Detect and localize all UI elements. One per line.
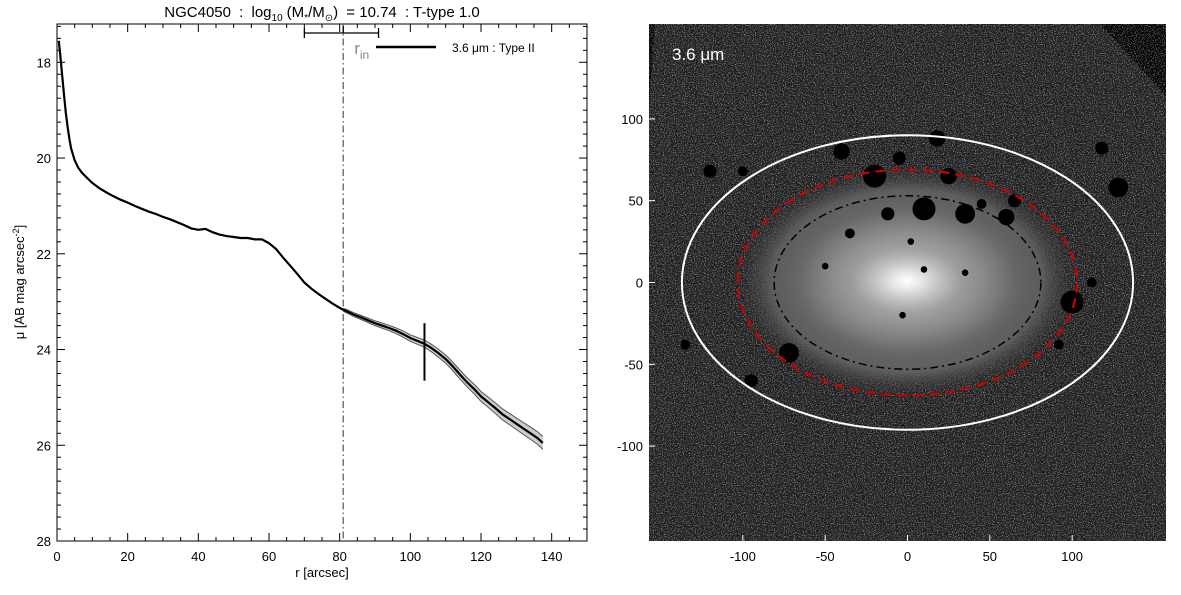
- image-x-tick-label: -100: [730, 549, 756, 564]
- y-axis-label: μ [AB mag arcsec-2]: [11, 225, 27, 340]
- x-tick-label: 100: [399, 549, 421, 564]
- masked-source: [1108, 177, 1129, 198]
- profile-upper-bound: [343, 307, 544, 437]
- profile-lower-bound: [342, 310, 544, 450]
- masked-source: [844, 228, 855, 239]
- masked-source: [940, 167, 957, 185]
- masked-source: [955, 203, 976, 224]
- x-tick-label: 120: [470, 549, 492, 564]
- image-tick-labels: -100 -50 0 50 100 100 50 0 -50 -100: [617, 112, 1083, 564]
- masked-source: [821, 262, 829, 270]
- masked-source: [998, 208, 1015, 226]
- y-tick-label: 28: [37, 534, 51, 549]
- x-tick-label: 20: [120, 549, 134, 564]
- rin-range-bracket: [303, 26, 380, 38]
- masked-source: [961, 269, 969, 276]
- masked-source: [928, 130, 946, 147]
- x-tick-label: 60: [262, 549, 276, 564]
- break-ellipse: [736, 168, 1079, 397]
- masked-source: [920, 266, 928, 273]
- y-tick-label: 22: [37, 247, 51, 262]
- masked-source: [680, 339, 691, 350]
- masked-source: [1086, 277, 1097, 288]
- y-tick-label: 26: [37, 438, 51, 453]
- masked-source: [1054, 339, 1064, 350]
- inner-ellipse: [773, 195, 1042, 370]
- band-label: 3.6 μm: [672, 45, 724, 64]
- masked-source: [744, 374, 758, 388]
- masked-source: [737, 166, 748, 177]
- y-tick-label: 18: [37, 55, 51, 70]
- uncertainty-band: [343, 308, 543, 450]
- masked-source: [907, 238, 915, 245]
- x-tick-label: 140: [541, 549, 563, 564]
- masked-source: [899, 311, 906, 319]
- masked-source: [863, 164, 887, 188]
- masked-source: [703, 164, 717, 178]
- plot-frame: [56, 23, 588, 542]
- masked-source: [881, 207, 895, 221]
- profile-series: [57, 40, 544, 450]
- image-y-tick-label: 50: [629, 194, 643, 209]
- image-axis-ticks: [649, 118, 1073, 541]
- masked-sources: [680, 130, 1129, 388]
- galaxy-image-panel: 3.6 μm -100 -50 0 50 100 100 50 0 -50 -100: [617, 24, 1166, 564]
- x-tick-label: 40: [191, 549, 205, 564]
- masked-source: [892, 151, 906, 165]
- x-axis-label: r [arcsec]: [295, 565, 348, 580]
- y-tick-label: 20: [37, 151, 51, 166]
- masked-source: [1095, 141, 1109, 155]
- masked-source: [976, 199, 987, 209]
- x-tick-label: 0: [53, 549, 60, 564]
- galaxy-image: [649, 24, 1166, 541]
- masked-source: [1007, 194, 1022, 208]
- rin-label: rin: [354, 39, 369, 62]
- profile-chart: NGC4050 : log10 (M*/M⊙) = 10.74 : T-type …: [11, 4, 588, 580]
- image-x-tick-label: 0: [904, 549, 911, 564]
- image-y-tick-label: -50: [624, 357, 643, 372]
- image-y-tick-label: -100: [617, 439, 643, 454]
- legend-label: 3.6 μm : Type II: [452, 41, 535, 55]
- chart-title: NGC4050 : log10 (M*/M⊙) = 10.74 : T-type …: [164, 4, 479, 24]
- masked-source: [1060, 290, 1084, 314]
- image-y-tick-label: 0: [636, 276, 643, 291]
- masked-source: [912, 197, 936, 221]
- galaxy-core: [852, 249, 962, 313]
- axis-ticks: [56, 24, 588, 542]
- profile-line: [57, 40, 544, 444]
- image-x-tick-label: 50: [983, 549, 997, 564]
- masked-source: [779, 342, 799, 363]
- image-y-tick-label: 100: [621, 112, 643, 127]
- x-tick-label: 80: [332, 549, 346, 564]
- image-x-tick-label: 100: [1061, 549, 1083, 564]
- masked-source: [833, 143, 850, 160]
- image-x-tick-label: -50: [816, 549, 835, 564]
- outer-ellipse: [680, 134, 1135, 431]
- y-tick-label: 24: [37, 343, 51, 358]
- tick-labels: 0 20 40 60 80 100 120 140 18 20 22 24 26 28: [37, 55, 563, 564]
